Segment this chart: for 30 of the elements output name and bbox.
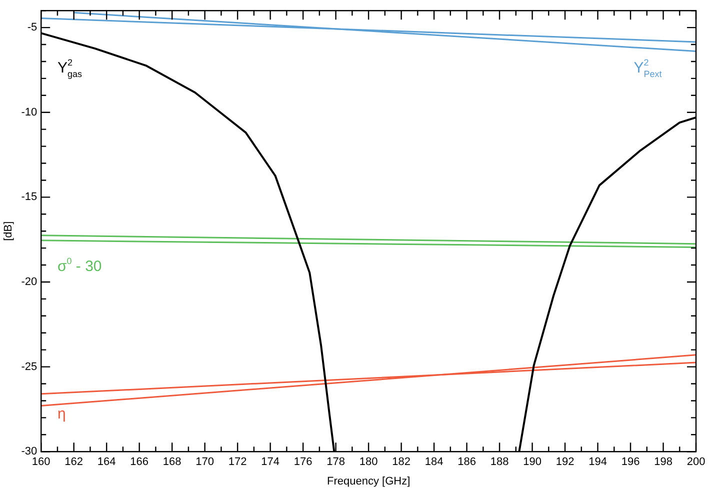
x-tick-label: 186 bbox=[458, 456, 476, 468]
x-tick-label: 194 bbox=[588, 456, 607, 468]
y-tick-label: -20 bbox=[21, 276, 38, 288]
x-tick-label: 170 bbox=[196, 456, 214, 468]
y-tick-label: -25 bbox=[21, 360, 38, 373]
x-tick-label: 166 bbox=[130, 456, 149, 468]
x-tick-label: 182 bbox=[392, 456, 410, 468]
y-tick-label: -15 bbox=[21, 191, 38, 204]
x-tick-label: 174 bbox=[261, 456, 280, 468]
x-tick-label: 200 bbox=[686, 456, 706, 468]
x-tick-label: 176 bbox=[294, 456, 312, 468]
y-tick-label: -30 bbox=[21, 446, 38, 458]
x-axis-title: Frequency [GHz] bbox=[326, 475, 410, 488]
x-tick-label: 184 bbox=[424, 456, 444, 468]
x-tick-label: 198 bbox=[654, 456, 672, 468]
x-tick-label: 168 bbox=[162, 456, 182, 468]
x-tick-label: 164 bbox=[97, 456, 116, 468]
x-tick-label: 180 bbox=[359, 456, 378, 468]
x-tick-label: 162 bbox=[64, 456, 84, 468]
x-tick-label: 178 bbox=[326, 456, 345, 468]
x-tick-label: 160 bbox=[32, 456, 50, 468]
y-axis-title: [dB] bbox=[2, 221, 15, 241]
x-tick-label: 172 bbox=[228, 456, 247, 468]
annotation: η bbox=[57, 406, 66, 423]
x-tick-label: 190 bbox=[523, 456, 542, 468]
x-tick-label: 192 bbox=[556, 456, 574, 468]
y-tick-label: -10 bbox=[21, 106, 38, 118]
x-tick-label: 196 bbox=[621, 456, 640, 468]
y-tick-label: -5 bbox=[27, 22, 38, 34]
x-tick-label: 188 bbox=[490, 456, 509, 468]
